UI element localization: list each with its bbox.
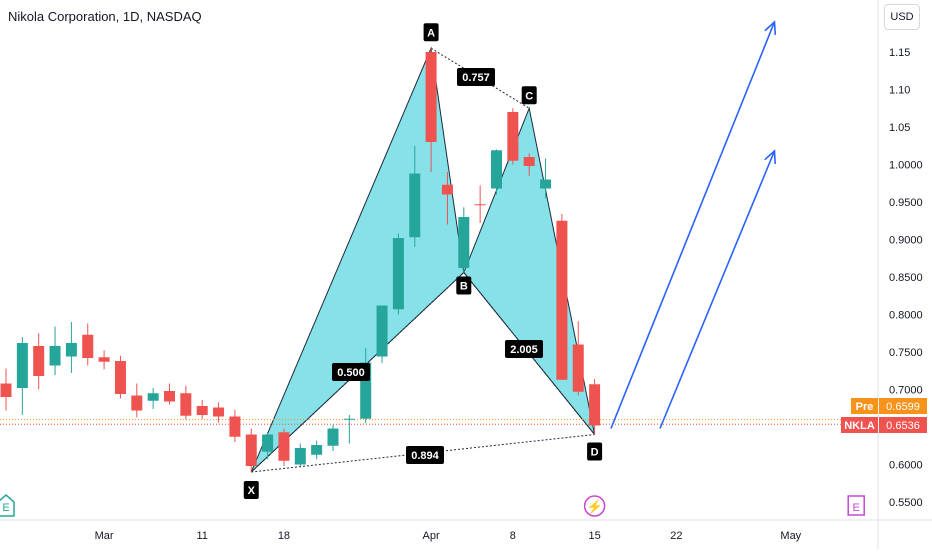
- price-tick-label: 0.8500: [889, 272, 923, 284]
- ratio-label: 0.894: [411, 450, 439, 462]
- time-tick-label: 15: [588, 530, 600, 542]
- candle-body: [572, 344, 584, 392]
- event-glyph: E: [2, 502, 9, 514]
- candle-body: [311, 445, 323, 455]
- ratio-label: 0.500: [337, 367, 365, 379]
- flash-event-glyph: ⚡: [587, 499, 603, 515]
- candle-body: [213, 407, 225, 417]
- candle-body: [131, 395, 143, 411]
- candle-body: [360, 362, 372, 419]
- candle-body: [523, 157, 535, 166]
- price-badge-value: 0.6599: [886, 401, 920, 413]
- candle-body: [164, 391, 175, 402]
- dividend-event-icon[interactable]: [0, 494, 15, 517]
- pattern-point-label: B: [460, 281, 468, 293]
- candle-body: [245, 434, 257, 466]
- candle-body: [474, 204, 486, 206]
- candle-body: [458, 217, 470, 268]
- currency-button[interactable]: USD: [884, 4, 920, 30]
- pattern-point-badge: [243, 481, 259, 499]
- candle-body: [589, 384, 601, 426]
- projection-arrow-line: [610, 21, 776, 429]
- candle-body: [409, 173, 421, 238]
- candle-body: [33, 346, 45, 376]
- projection-arrow-line: [659, 150, 776, 429]
- pattern-point-label: C: [525, 90, 533, 102]
- price-tick-label: 0.7000: [889, 385, 923, 397]
- price-badge-value-bg: [879, 398, 927, 414]
- chart-title: Nikola Corporation, 1D, NASDAQ: [8, 9, 202, 24]
- time-tick-label: 22: [670, 530, 682, 542]
- event-glyph: E: [853, 502, 860, 514]
- candle-body: [0, 383, 12, 397]
- price-tick-label: 0.7500: [889, 347, 923, 359]
- candle-body: [556, 220, 568, 380]
- flash-event-icon[interactable]: [583, 495, 606, 517]
- ratio-badge: [505, 340, 543, 358]
- pattern-point-badge: [423, 23, 439, 42]
- time-tick-label: Apr: [423, 530, 440, 542]
- price-tick-label: 0.8000: [889, 310, 923, 322]
- price-badge-label: Pre: [856, 401, 874, 413]
- price-tick-label: 1.15: [889, 47, 910, 59]
- candle-body: [180, 393, 192, 416]
- price-tick-label: 0.9500: [889, 197, 923, 209]
- ratio-label: 0.757: [462, 72, 490, 84]
- time-tick-label: May: [780, 530, 801, 542]
- candle-body: [65, 343, 77, 357]
- price-badge-value-bg: [879, 417, 927, 433]
- ratio-label: 2.005: [510, 344, 538, 356]
- price-badge-value: 0.6536: [886, 420, 920, 432]
- earnings-event-icon[interactable]: [847, 495, 865, 516]
- price-badge-tag: [851, 398, 878, 414]
- candle-body: [98, 357, 110, 362]
- price-badge-label: NKLA: [844, 420, 875, 432]
- time-tick-label: 8: [510, 530, 516, 542]
- candle-body: [327, 428, 339, 446]
- candle-body: [278, 432, 290, 461]
- candle-body: [392, 238, 404, 310]
- price-tick-label: 0.9000: [889, 235, 923, 247]
- candle-body: [82, 334, 94, 358]
- candle-body: [294, 448, 306, 465]
- pattern-point-badge: [587, 442, 603, 461]
- time-tick-label: 18: [278, 530, 290, 542]
- candle-body: [16, 343, 28, 388]
- pattern-point-label: D: [591, 447, 599, 459]
- candle-body: [441, 184, 453, 195]
- candle-body: [229, 416, 241, 437]
- candle-body: [114, 361, 126, 394]
- candle-body: [507, 112, 519, 161]
- candle-body: [196, 406, 208, 415]
- projection-arrow-head: [764, 149, 777, 165]
- price-tick-label: 0.5500: [889, 497, 923, 509]
- candle-body: [49, 346, 61, 366]
- time-tick-label: Mar: [95, 530, 114, 542]
- candle-body: [425, 52, 437, 142]
- price-tick-label: 1.0000: [889, 160, 923, 172]
- price-tick-label: 1.10: [889, 85, 910, 97]
- time-tick-label: 11: [196, 530, 207, 542]
- price-tick-label: 1.05: [889, 122, 910, 134]
- pattern-point-badge: [521, 86, 537, 105]
- price-badge-tag: [841, 417, 878, 433]
- price-tick-label: 0.6000: [889, 460, 923, 472]
- pattern-point-label: X: [248, 485, 256, 497]
- pattern-point-label: A: [427, 27, 435, 39]
- candle-body: [491, 150, 502, 189]
- candle-body: [147, 393, 159, 401]
- ratio-badge: [457, 68, 495, 86]
- candle-body: [262, 434, 274, 452]
- candle-body: [343, 418, 355, 420]
- candle-body: [376, 305, 388, 357]
- candle-body: [540, 179, 552, 189]
- pattern-point-badge: [456, 276, 472, 295]
- ratio-badge: [406, 446, 444, 464]
- projection-arrow-head: [764, 20, 777, 36]
- ratio-badge: [332, 363, 370, 381]
